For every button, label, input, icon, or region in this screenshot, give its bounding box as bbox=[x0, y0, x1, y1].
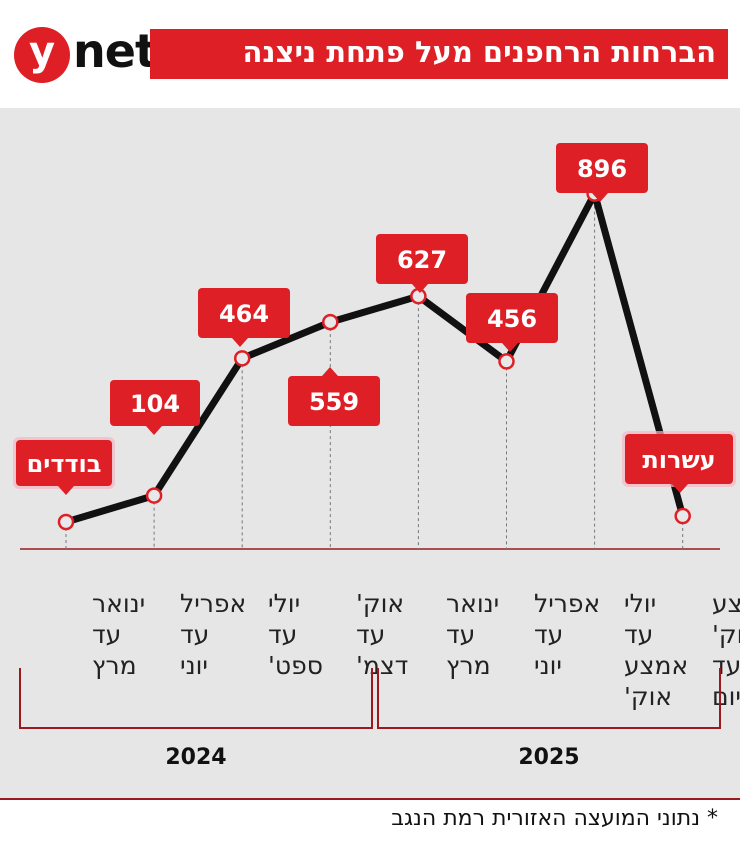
tick-label: אמצע bbox=[624, 651, 688, 680]
title-banner: הברחות הרחפנים מעל פתחת ניצנה bbox=[150, 29, 728, 79]
year-label: 2024 bbox=[165, 745, 226, 770]
value-callout: 896 bbox=[556, 143, 648, 202]
callout-box bbox=[288, 376, 380, 426]
tick-label: יולי bbox=[268, 589, 300, 618]
data-label: 104 bbox=[130, 390, 180, 418]
callout-pointer bbox=[322, 367, 338, 376]
value-callout: 627 bbox=[376, 234, 468, 293]
data-point bbox=[322, 313, 339, 331]
tick-label: אוק' bbox=[356, 589, 404, 618]
tick-label: אפריל bbox=[180, 589, 246, 618]
data-point bbox=[233, 350, 251, 367]
data-point bbox=[145, 487, 163, 504]
tick-label: אוק' bbox=[624, 682, 672, 711]
tick-label: מרץ bbox=[92, 651, 137, 680]
series-line bbox=[62, 190, 687, 526]
data-label: 456 bbox=[487, 305, 537, 333]
tick-label: עד bbox=[180, 620, 209, 649]
tick-label: ינואר bbox=[92, 589, 145, 618]
value-callout: בודדים bbox=[13, 437, 115, 495]
data-label: בודדים bbox=[27, 450, 102, 478]
callout-box bbox=[625, 434, 733, 484]
data-point bbox=[498, 353, 515, 370]
data-point bbox=[410, 287, 427, 305]
line-chart: בודדים104464559627456896עשרותינוארעדמרץא… bbox=[13, 143, 740, 770]
data-label: 627 bbox=[397, 246, 447, 274]
year-bracket bbox=[377, 668, 721, 729]
callout-pointer bbox=[502, 343, 518, 352]
data-point bbox=[57, 513, 75, 531]
data-label: 464 bbox=[219, 300, 269, 328]
ynet-logo-mark: y bbox=[14, 27, 70, 83]
tick-label: יולי bbox=[624, 589, 656, 618]
callout-pointer bbox=[412, 284, 428, 293]
tick-label: עד bbox=[446, 620, 475, 649]
callout-box bbox=[110, 380, 200, 426]
chart-title: הברחות הרחפנים מעל פתחת ניצנה bbox=[242, 35, 716, 69]
data-label: עשרות bbox=[642, 446, 715, 474]
tick-label: מרץ bbox=[446, 651, 491, 680]
year-label: 2025 bbox=[518, 745, 579, 770]
data-point bbox=[674, 507, 691, 525]
tick-label: היום bbox=[712, 682, 740, 711]
tick-label: אוק' bbox=[712, 620, 740, 649]
tick-label: דצמ' bbox=[356, 651, 408, 680]
tick-label: ינואר bbox=[446, 589, 499, 618]
tick-label: עד bbox=[712, 651, 740, 680]
tick-label: עד bbox=[92, 620, 121, 649]
bottom-divider bbox=[0, 798, 740, 800]
value-callout: 464 bbox=[198, 288, 290, 347]
callout-pointer bbox=[672, 484, 688, 493]
tick-label: עד bbox=[268, 620, 297, 649]
callout-box bbox=[16, 440, 112, 486]
callout-pointer bbox=[146, 426, 162, 435]
tick-label: עד bbox=[356, 620, 385, 649]
callout-pointer bbox=[592, 193, 608, 202]
chart-panel bbox=[0, 108, 740, 800]
ynet-logo-word: net bbox=[73, 24, 157, 78]
callout-pointer bbox=[232, 338, 248, 347]
value-callout: 559 bbox=[288, 367, 380, 426]
tick-label: אמצע bbox=[712, 589, 740, 618]
callout-box bbox=[198, 288, 290, 338]
value-callout: עשרות bbox=[622, 431, 736, 493]
data-label: 559 bbox=[309, 388, 359, 416]
tick-label: יוני bbox=[180, 651, 208, 680]
callout-box bbox=[376, 234, 468, 284]
tick-label: אפריל bbox=[534, 589, 600, 618]
data-label: 896 bbox=[577, 155, 627, 183]
tick-label: עד bbox=[624, 620, 653, 649]
tick-label: ספט' bbox=[268, 651, 323, 680]
callout-box bbox=[466, 293, 558, 343]
callout-box bbox=[556, 143, 648, 193]
source-note: * נתוני המועצה האזורית רמת הנגב bbox=[391, 806, 718, 831]
tick-label: יוני bbox=[534, 651, 562, 680]
value-callout: 456 bbox=[466, 293, 558, 352]
callout-pointer bbox=[58, 486, 74, 495]
value-callout: 104 bbox=[110, 380, 200, 435]
year-bracket bbox=[19, 668, 373, 729]
tick-label: עד bbox=[534, 620, 563, 649]
header: y net הברחות הרחפנים מעל פתחת ניצנה bbox=[0, 0, 740, 108]
